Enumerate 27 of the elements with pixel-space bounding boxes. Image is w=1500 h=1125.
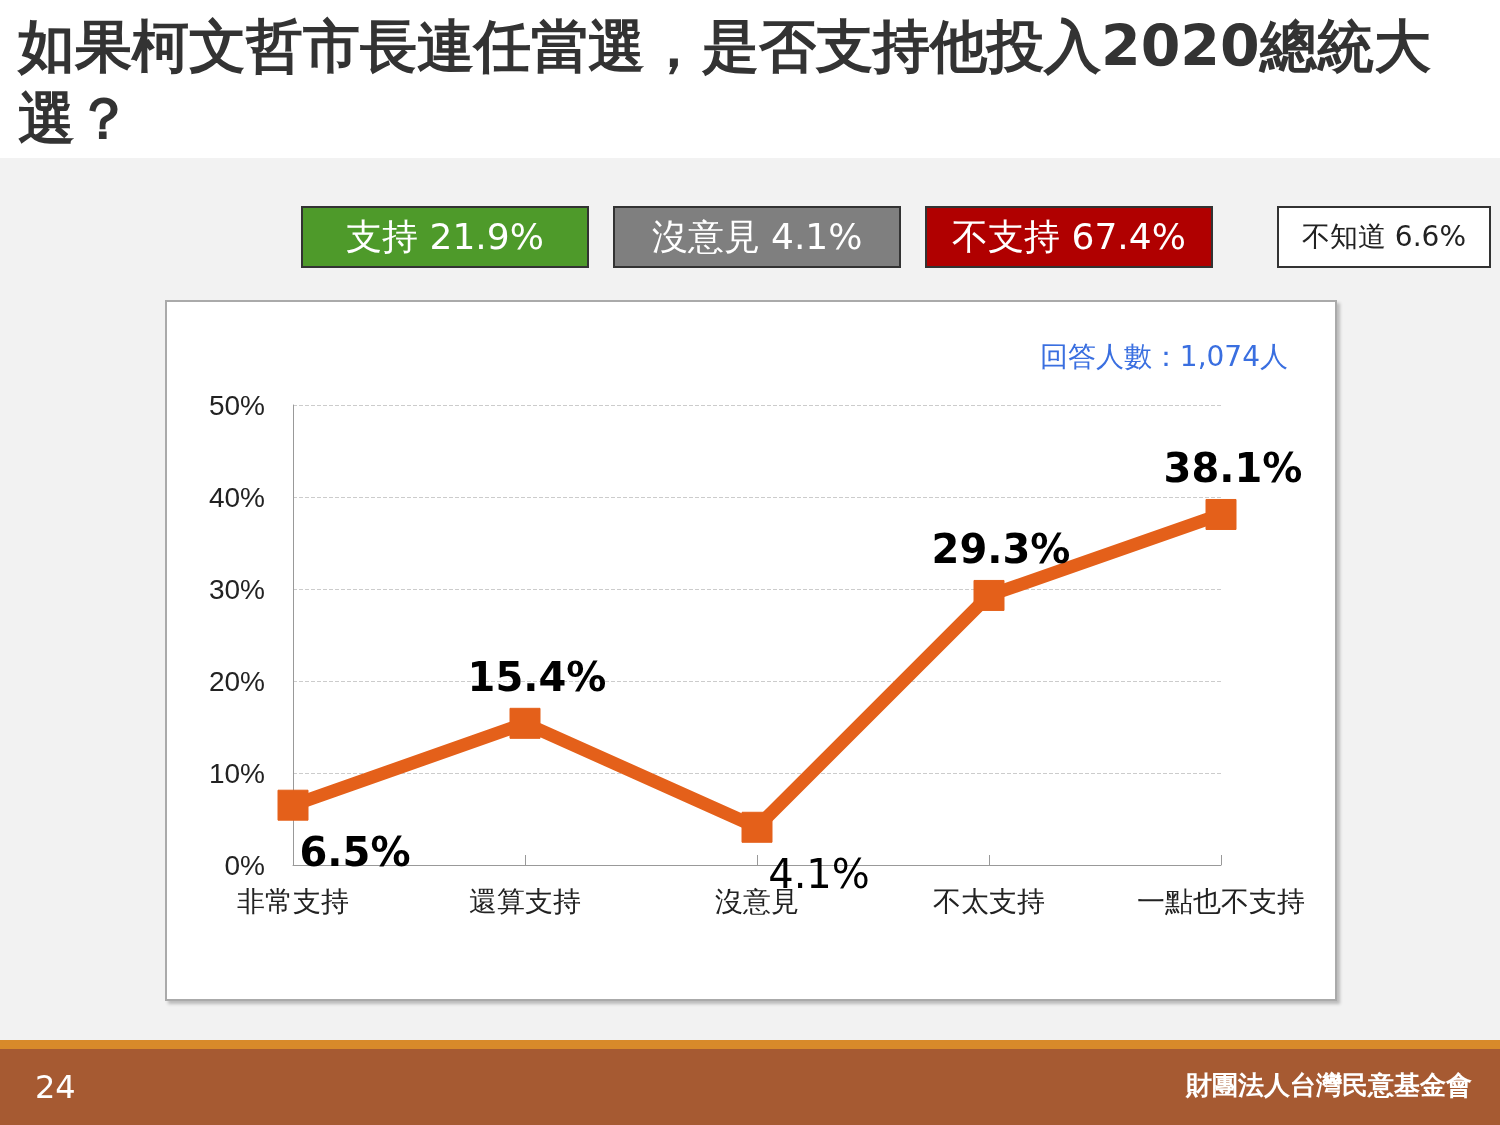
- text: 不知道 6.6%: [1277, 206, 1491, 268]
- chart-title: 如果柯文哲市長連任當選，是否支持他投入2020總統大選？: [18, 12, 1432, 153]
- y-tick-label: 20%: [208, 665, 265, 697]
- text: 38.1%: [1163, 444, 1303, 491]
- text: 29.3%: [931, 525, 1071, 572]
- text: 回答人數：1,074人: [1039, 339, 1288, 375]
- text: 6.5%: [299, 828, 411, 875]
- x-tick-label: 還算支持: [469, 885, 581, 917]
- text: 沒意見 4.1%: [613, 206, 901, 268]
- text: 財團法人台灣民意基金會: [1186, 1069, 1472, 1102]
- text: 支持 21.9%: [301, 206, 589, 268]
- point: [973, 579, 1005, 611]
- text: 不支持 67.4%: [925, 206, 1213, 268]
- y-tick-label: 40%: [208, 481, 265, 513]
- x-tick-label: 不太支持: [933, 885, 1045, 917]
- point: [741, 811, 773, 843]
- y-tick-label: 10%: [208, 757, 265, 789]
- y-tick-label: 0%: [224, 849, 265, 881]
- text: 15.4%: [467, 653, 607, 700]
- y-tick-label: 50%: [208, 389, 265, 421]
- y-tick-label: 30%: [208, 573, 265, 605]
- point: [1205, 498, 1237, 530]
- point: [277, 789, 309, 821]
- text: 24: [35, 1068, 76, 1106]
- point: [509, 707, 541, 739]
- x-tick-label: 一點也不支持: [1137, 885, 1305, 917]
- x-tick-label: 非常支持: [237, 885, 349, 917]
